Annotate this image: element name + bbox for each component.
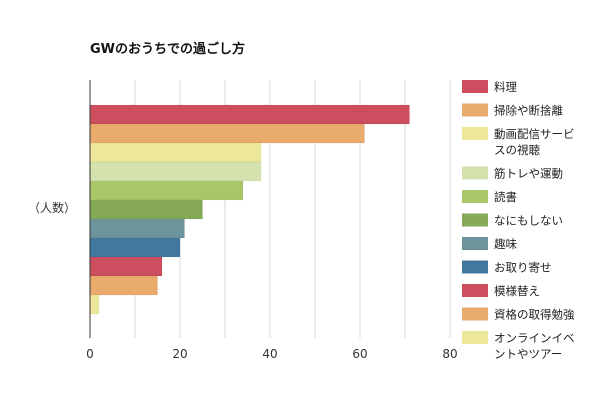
legend-swatch: [462, 237, 488, 250]
legend-item: 筋トレや運動: [462, 166, 563, 181]
x-tick-label: 20: [172, 347, 187, 361]
bar: [89, 199, 203, 220]
legend-swatch: [462, 213, 488, 227]
legend-swatch: [462, 331, 488, 344]
x-tick-labels: 0 20 40 60 80: [86, 347, 457, 361]
legend-item: 模様替え: [462, 284, 540, 298]
legend-item: 趣味: [462, 237, 517, 251]
x-tick-label: 80: [442, 347, 457, 361]
legend-label: 趣味: [494, 237, 517, 251]
legend-label: オンラインイベ: [494, 331, 575, 345]
x-tick-label: 60: [352, 347, 367, 361]
legend-swatch: [462, 307, 488, 321]
legend: 料理掃除や断捨離動画配信サービスの視聴筋トレや運動読書なにもしない趣味お取り寄せ…: [462, 80, 575, 361]
legend-swatch: [462, 127, 488, 140]
legend-label: 料理: [494, 80, 517, 94]
bar: [89, 218, 185, 239]
chart-title: GWのおうちでの過ごし方: [90, 41, 245, 57]
bar: [89, 180, 244, 201]
legend-label: 読書: [494, 190, 517, 204]
legend-swatch: [462, 190, 488, 203]
legend-swatch: [462, 260, 488, 274]
legend-swatch: [462, 80, 488, 93]
legend-item: 資格の取得勉強: [462, 307, 575, 322]
legend-label: なにもしない: [494, 214, 563, 228]
legend-label: お取り寄せ: [494, 261, 552, 275]
legend-label: 資格の取得勉強: [494, 308, 575, 322]
bar: [89, 142, 262, 163]
bar: [89, 123, 365, 144]
legend-swatch: [462, 166, 488, 180]
x-tick-label: 0: [86, 347, 94, 361]
legend-item: なにもしない: [462, 213, 563, 228]
bar: [89, 104, 410, 125]
legend-swatch: [462, 103, 488, 117]
x-tick-label: 40: [262, 347, 277, 361]
legend-label: スの視聴: [494, 143, 540, 157]
bar: [89, 237, 181, 258]
y-axis-label: （人数）: [28, 200, 76, 215]
legend-item: お取り寄せ: [462, 260, 552, 275]
legend-swatch: [462, 284, 488, 297]
bars: [89, 104, 410, 315]
bar: [89, 161, 262, 182]
legend-label: 掃除や断捨離: [494, 104, 563, 118]
legend-item: 料理: [462, 80, 517, 94]
bar: [89, 275, 158, 296]
legend-label: 模様替え: [494, 284, 540, 298]
legend-label: ントやツアー: [494, 347, 562, 361]
bar: [89, 256, 163, 277]
legend-label: 筋トレや運動: [494, 167, 563, 181]
legend-label: 動画配信サービ: [494, 127, 575, 141]
legend-item: 掃除や断捨離: [462, 103, 563, 118]
bar: [89, 294, 100, 315]
legend-item: 読書: [462, 190, 517, 204]
